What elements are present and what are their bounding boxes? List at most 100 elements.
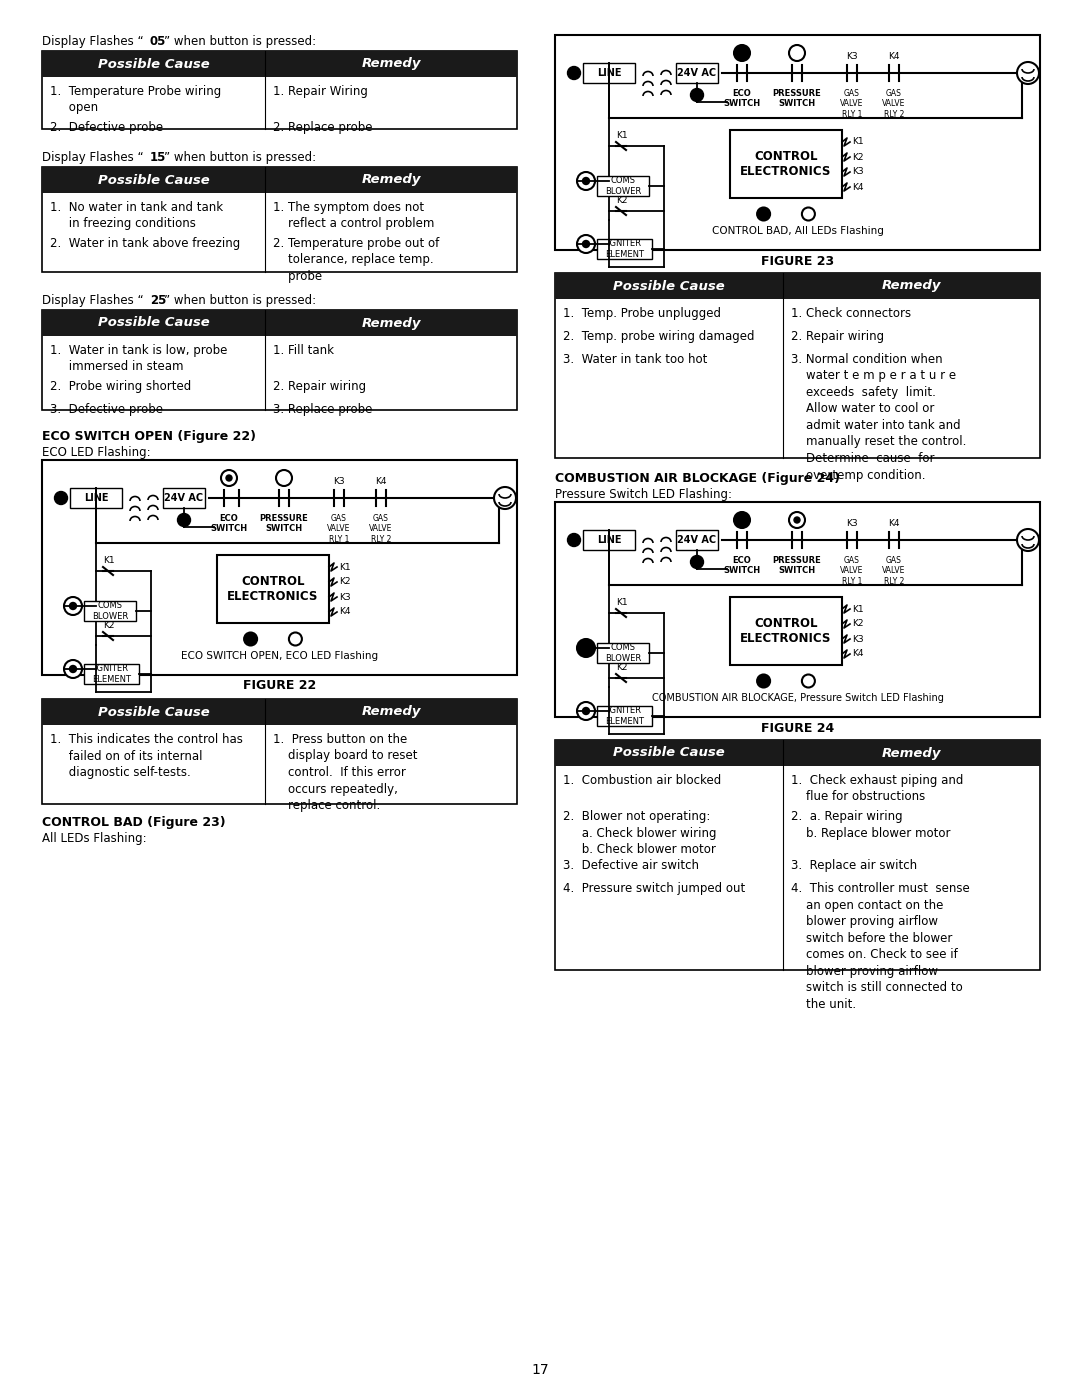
- Text: GAS
VALVE
RLY 2: GAS VALVE RLY 2: [369, 514, 393, 543]
- Text: 25: 25: [150, 293, 166, 307]
- Circle shape: [801, 208, 815, 221]
- Text: 1.  Check exhaust piping and
    flue for obstructions: 1. Check exhaust piping and flue for obs…: [791, 774, 963, 803]
- Bar: [217, 555, 329, 623]
- Text: LINE: LINE: [84, 493, 108, 503]
- Text: 1.  Water in tank is low, probe
     immersed in steam: 1. Water in tank is low, probe immersed …: [50, 344, 228, 373]
- Circle shape: [577, 703, 595, 719]
- Bar: [42, 52, 517, 77]
- Bar: [42, 460, 517, 675]
- Text: 15: 15: [150, 151, 166, 163]
- Text: IGNITER
ELEMENT: IGNITER ELEMENT: [92, 665, 131, 683]
- Circle shape: [582, 240, 590, 247]
- Text: GAS
VALVE
RLY 1: GAS VALVE RLY 1: [840, 89, 864, 119]
- Text: LINE: LINE: [597, 68, 621, 78]
- Text: 3.  Defective air switch: 3. Defective air switch: [563, 859, 699, 872]
- Bar: [555, 272, 1040, 458]
- Text: 24V AC: 24V AC: [677, 68, 716, 78]
- Text: IGNITER
ELEMENT: IGNITER ELEMENT: [605, 707, 644, 725]
- Text: 2. Repair wiring: 2. Repair wiring: [273, 380, 366, 393]
- Text: K4: K4: [339, 608, 351, 616]
- Circle shape: [757, 208, 770, 221]
- Circle shape: [1017, 61, 1039, 84]
- Circle shape: [801, 675, 815, 687]
- Circle shape: [177, 514, 190, 527]
- Text: 1. The symptom does not
    reflect a control problem: 1. The symptom does not reflect a contro…: [273, 201, 434, 231]
- Circle shape: [567, 67, 581, 80]
- Text: K3: K3: [339, 592, 351, 602]
- Circle shape: [577, 638, 595, 657]
- Text: K1: K1: [852, 137, 864, 147]
- Text: 4.  This controller must  sense
    an open contact on the
    blower proving ai: 4. This controller must sense an open co…: [791, 882, 970, 1010]
- Text: 17: 17: [531, 1363, 549, 1377]
- Circle shape: [69, 665, 77, 672]
- Circle shape: [789, 511, 805, 528]
- Text: Display Flashes “: Display Flashes “: [42, 151, 144, 163]
- Text: 2. Temperature probe out of
    tolerance, replace temp.
    probe: 2. Temperature probe out of tolerance, r…: [273, 237, 440, 284]
- Text: All LEDs Flashing:: All LEDs Flashing:: [42, 833, 147, 845]
- Bar: [70, 488, 122, 509]
- Text: CONTROL
ELECTRONICS: CONTROL ELECTRONICS: [740, 149, 832, 177]
- Text: 2. Repair wiring: 2. Repair wiring: [791, 330, 885, 344]
- Circle shape: [64, 659, 82, 678]
- Text: Possible Cause: Possible Cause: [98, 705, 210, 718]
- Bar: [42, 698, 517, 725]
- Circle shape: [69, 602, 77, 609]
- Bar: [42, 168, 517, 193]
- Bar: [84, 664, 139, 685]
- Text: ” when button is pressed:: ” when button is pressed:: [164, 35, 316, 47]
- Text: COMS
BLOWER: COMS BLOWER: [605, 176, 642, 196]
- Text: K2: K2: [852, 152, 864, 162]
- Text: Display Flashes “: Display Flashes “: [42, 35, 144, 47]
- Text: COMS
BLOWER: COMS BLOWER: [92, 601, 129, 620]
- Text: K3: K3: [847, 520, 858, 528]
- Bar: [555, 740, 1040, 766]
- Bar: [676, 529, 718, 550]
- Text: 1.  Press button on the
    display board to reset
    control.  If this error
 : 1. Press button on the display board to …: [273, 733, 418, 812]
- Text: 1. Check connectors: 1. Check connectors: [791, 307, 912, 320]
- Text: K1: K1: [103, 556, 114, 564]
- Text: ” when button is pressed:: ” when button is pressed:: [164, 293, 316, 307]
- Text: K3: K3: [847, 52, 858, 61]
- Circle shape: [734, 511, 750, 528]
- Bar: [42, 168, 517, 272]
- Text: K2: K2: [852, 619, 864, 629]
- Text: CONTROL
ELECTRONICS: CONTROL ELECTRONICS: [740, 617, 832, 645]
- Text: FIGURE 22: FIGURE 22: [243, 679, 316, 692]
- Text: GAS
VALVE
RLY 1: GAS VALVE RLY 1: [327, 514, 351, 543]
- Text: K4: K4: [852, 650, 864, 658]
- Circle shape: [494, 488, 516, 509]
- Text: 2.  Temp. probe wiring damaged: 2. Temp. probe wiring damaged: [563, 330, 755, 344]
- Bar: [42, 310, 517, 409]
- Text: K2: K2: [103, 622, 114, 630]
- Bar: [555, 740, 1040, 970]
- Circle shape: [794, 517, 800, 522]
- Bar: [730, 597, 842, 665]
- Text: 24V AC: 24V AC: [164, 493, 203, 503]
- Text: GAS
VALVE
RLY 2: GAS VALVE RLY 2: [882, 89, 906, 119]
- Text: 2.  Blower not operating:
     a. Check blower wiring
     b. Check blower motor: 2. Blower not operating: a. Check blower…: [563, 810, 716, 856]
- Text: Possible Cause: Possible Cause: [613, 746, 725, 760]
- Text: Possible Cause: Possible Cause: [98, 173, 210, 187]
- Bar: [676, 63, 718, 82]
- Text: COMS
BLOWER: COMS BLOWER: [605, 643, 642, 662]
- Circle shape: [757, 675, 770, 687]
- Text: K4: K4: [852, 183, 864, 191]
- Text: 1. Fill tank: 1. Fill tank: [273, 344, 334, 358]
- Text: 05: 05: [150, 35, 166, 47]
- Text: LINE: LINE: [597, 535, 621, 545]
- Text: K2: K2: [339, 577, 351, 587]
- Text: Remedy: Remedy: [881, 746, 942, 760]
- Circle shape: [221, 469, 237, 486]
- Text: FIGURE 23: FIGURE 23: [761, 256, 834, 268]
- Bar: [597, 176, 649, 196]
- Text: 1.  Temperature Probe wiring
     open: 1. Temperature Probe wiring open: [50, 85, 221, 115]
- Text: 3.  Replace air switch: 3. Replace air switch: [791, 859, 917, 872]
- Bar: [555, 502, 1040, 717]
- Bar: [597, 705, 652, 726]
- Text: K1: K1: [852, 605, 864, 613]
- Bar: [730, 130, 842, 198]
- Text: Remedy: Remedy: [881, 279, 942, 292]
- Bar: [555, 272, 1040, 299]
- Text: CONTROL
ELECTRONICS: CONTROL ELECTRONICS: [227, 576, 319, 604]
- Text: K4: K4: [375, 476, 387, 486]
